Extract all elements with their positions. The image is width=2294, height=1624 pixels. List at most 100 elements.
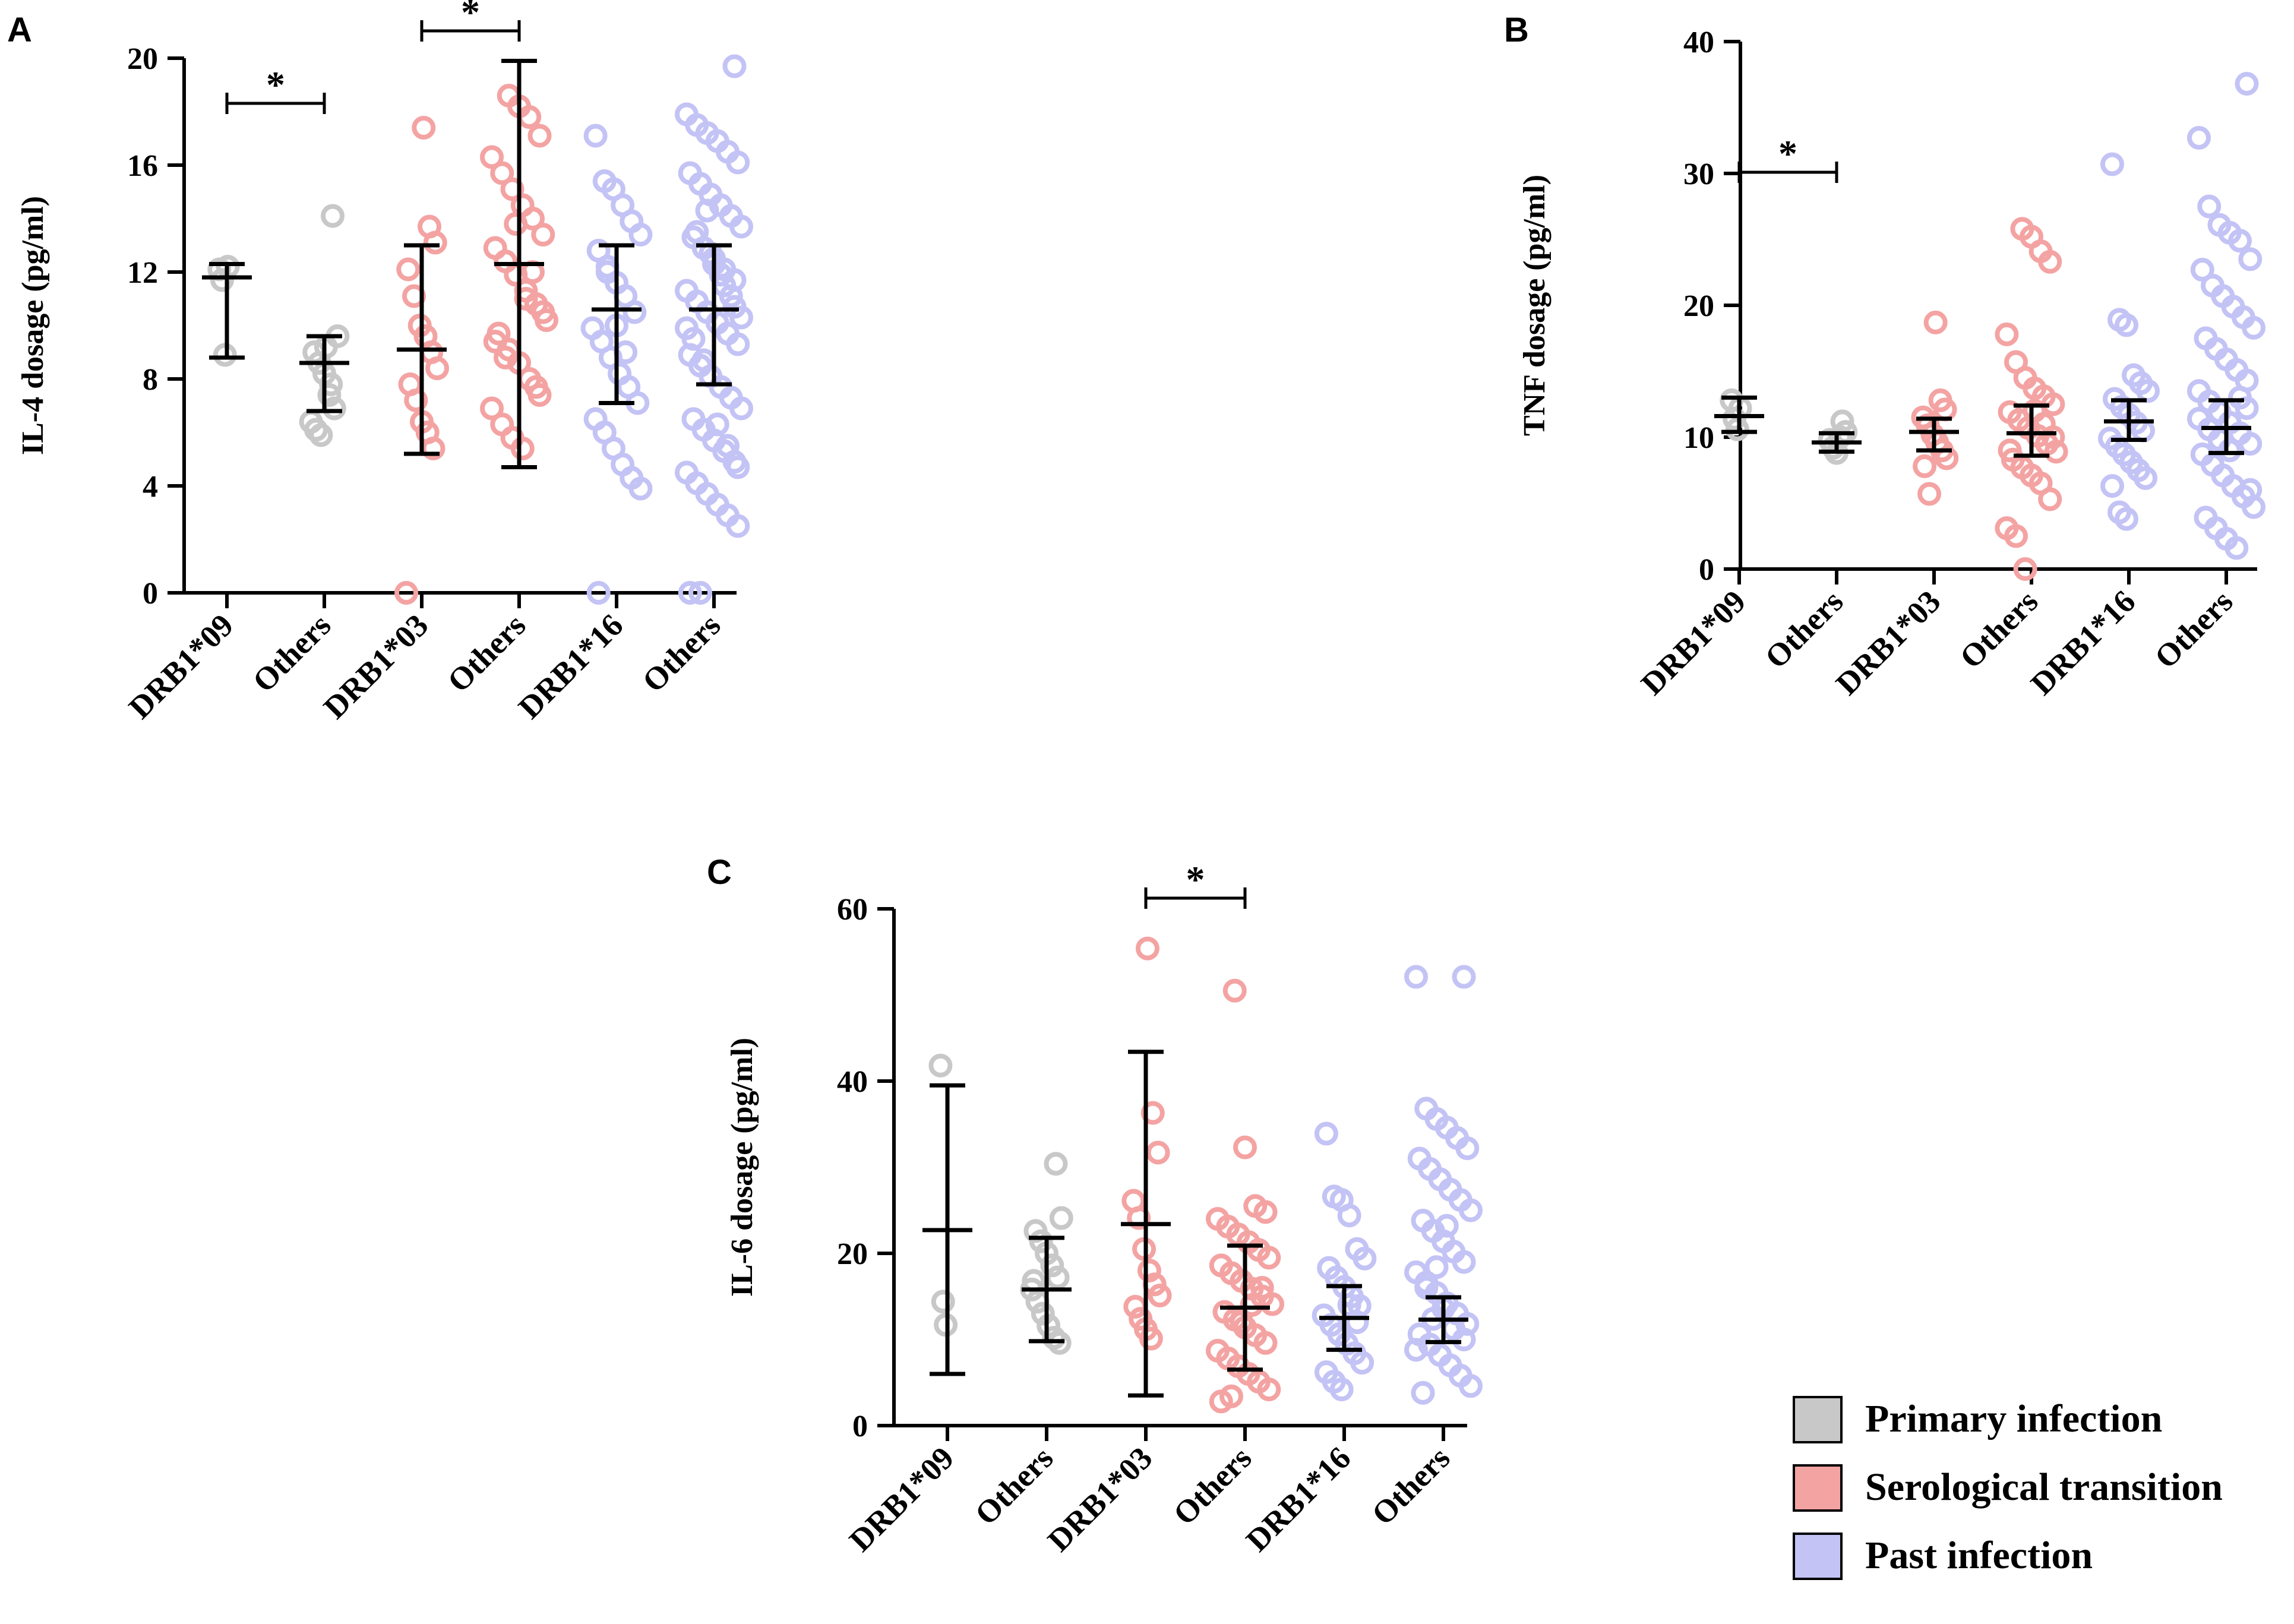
significance-label: * — [1778, 132, 1797, 175]
category-label: Others — [968, 1440, 1060, 1532]
legend-swatch — [1793, 1533, 1843, 1580]
category-label: DRB1*03 — [1041, 1440, 1159, 1558]
data-point — [504, 212, 528, 236]
data-point — [394, 581, 418, 605]
data-point — [1452, 1250, 1476, 1274]
data-point — [1404, 1338, 1428, 1362]
legend: Primary infection Serological transition P… — [1793, 1396, 2223, 1580]
category-label: DRB1*03 — [1829, 583, 1947, 702]
category-label: DRB1*09 — [122, 607, 240, 725]
data-point — [1314, 1121, 1338, 1146]
data-point — [514, 287, 538, 311]
data-point — [1830, 409, 1854, 434]
category-label: Others — [1953, 583, 2045, 675]
data-point — [527, 124, 552, 148]
data-point — [412, 116, 436, 140]
y-axis-label: IL-4 dosage (pg/ml) — [16, 196, 50, 455]
data-point — [1148, 1284, 1172, 1308]
data-point — [583, 124, 608, 148]
y-axis-label: IL-6 dosage (pg/ml) — [725, 1038, 759, 1297]
data-point — [1345, 1310, 1369, 1334]
category-label: Others — [1365, 1440, 1457, 1532]
data-point — [1044, 1152, 1068, 1176]
data-point — [1029, 1229, 1053, 1253]
data-point — [321, 204, 345, 228]
data-point — [729, 214, 753, 239]
data-point — [2038, 249, 2062, 274]
data-point — [423, 230, 447, 255]
category-label: DRB1*16 — [511, 607, 630, 725]
data-point — [726, 332, 750, 356]
data-point — [1257, 1377, 1281, 1402]
panel-b-letter: B — [1504, 11, 1529, 49]
data-point — [695, 198, 719, 223]
legend-swatch — [1793, 1396, 1843, 1443]
data-point — [531, 223, 555, 247]
data-point — [1434, 1214, 1459, 1238]
data-point — [1042, 1326, 1066, 1350]
data-point — [628, 223, 653, 247]
data-point — [1253, 1200, 1278, 1224]
data-point — [1329, 1377, 1354, 1402]
data-point — [722, 295, 747, 319]
y-tick-label: 20 — [127, 42, 158, 76]
data-point — [726, 150, 750, 175]
data-point — [2217, 438, 2242, 463]
significance-label: * — [1186, 858, 1205, 901]
y-tick-label: 20 — [837, 1237, 868, 1271]
data-point — [494, 346, 517, 369]
y-tick-label: 0 — [143, 577, 158, 611]
data-point — [716, 434, 740, 458]
data-point — [2197, 194, 2222, 219]
category-label: DRB1*03 — [317, 607, 435, 725]
category-label: Others — [636, 607, 728, 699]
data-point — [2238, 478, 2263, 502]
data-point — [2225, 536, 2249, 560]
data-point — [480, 145, 504, 169]
legend-label: Primary infection — [1865, 1397, 2162, 1440]
category-label: Others — [1758, 583, 1850, 675]
data-point — [2004, 524, 2028, 548]
data-point — [2242, 315, 2265, 340]
data-point — [1230, 1310, 1254, 1334]
y-tick-label: 10 — [1683, 421, 1714, 455]
data-point — [2187, 126, 2211, 150]
data-point — [500, 177, 524, 201]
y-tick-label: 40 — [1683, 26, 1714, 59]
data-point — [685, 220, 709, 244]
data-point — [2041, 425, 2065, 449]
y-tick-label: 60 — [837, 893, 868, 927]
y-tick-label: 16 — [127, 149, 158, 183]
category-label: Others — [2148, 583, 2240, 675]
data-point — [688, 581, 712, 605]
data-point — [1049, 1206, 1073, 1230]
data-point — [1353, 1246, 1377, 1271]
data-point — [628, 476, 653, 501]
data-point — [1233, 1135, 1257, 1159]
significance-label: * — [461, 0, 480, 33]
data-point — [1411, 1380, 1435, 1405]
y-tick-label: 0 — [1699, 553, 1714, 587]
panel-c-letter: C — [707, 853, 732, 892]
data-point — [1031, 1301, 1055, 1326]
data-point — [1337, 1203, 1361, 1228]
data-point — [726, 514, 750, 538]
data-point — [1257, 1246, 1281, 1270]
data-point — [1459, 1198, 1483, 1222]
data-point — [1240, 1293, 1264, 1317]
y-tick-label: 40 — [837, 1065, 868, 1099]
data-point — [396, 257, 421, 282]
data-point — [2134, 466, 2157, 490]
data-point — [1828, 425, 1852, 449]
data-point — [705, 412, 729, 437]
category-label: Others — [441, 607, 533, 699]
data-point — [2115, 313, 2138, 337]
data-point — [304, 418, 328, 442]
data-point — [675, 316, 699, 340]
data-point — [1995, 322, 2019, 346]
data-point — [1459, 1374, 1483, 1398]
data-point — [2228, 386, 2252, 410]
